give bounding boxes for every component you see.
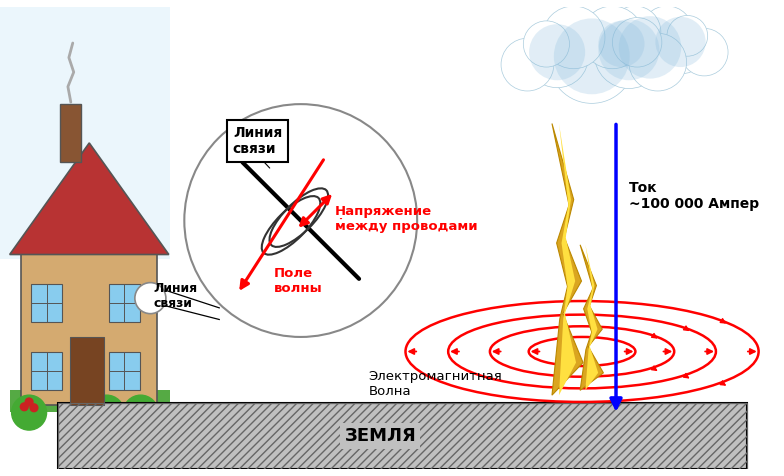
Circle shape	[529, 24, 585, 80]
Bar	[31, 284, 62, 322]
Circle shape	[184, 104, 417, 337]
Text: Электромагнитная
Волна: Электромагнитная Волна	[368, 369, 503, 397]
Bar	[70, 337, 103, 405]
Circle shape	[629, 33, 687, 91]
Circle shape	[667, 15, 708, 56]
Bar	[109, 351, 140, 390]
Circle shape	[615, 15, 685, 86]
Circle shape	[593, 18, 632, 56]
Circle shape	[135, 283, 166, 314]
Bar	[0, 7, 170, 259]
Circle shape	[25, 398, 33, 406]
Circle shape	[581, 6, 644, 69]
Circle shape	[107, 403, 115, 411]
Circle shape	[641, 6, 693, 58]
Polygon shape	[586, 245, 598, 390]
Text: ЗЕМЛЯ: ЗЕМЛЯ	[344, 427, 416, 445]
Circle shape	[594, 19, 663, 89]
Bar	[60, 104, 82, 162]
Circle shape	[619, 16, 681, 79]
Bar	[58, 403, 747, 469]
Bar	[21, 255, 157, 405]
Bar	[109, 284, 140, 322]
Circle shape	[132, 403, 140, 411]
Circle shape	[523, 21, 569, 67]
Circle shape	[596, 21, 648, 73]
Circle shape	[543, 6, 605, 69]
Circle shape	[142, 404, 150, 412]
Polygon shape	[9, 143, 169, 255]
Bar	[58, 403, 747, 469]
Polygon shape	[580, 245, 604, 390]
Circle shape	[554, 19, 630, 94]
Text: Линия
связи: Линия связи	[233, 126, 282, 156]
Circle shape	[89, 395, 124, 430]
Circle shape	[575, 32, 619, 76]
Circle shape	[98, 403, 106, 411]
Bar	[31, 351, 62, 390]
Circle shape	[549, 18, 634, 103]
Circle shape	[501, 38, 554, 91]
Circle shape	[598, 21, 644, 67]
Text: Напряжение
между проводами: Напряжение между проводами	[335, 205, 477, 233]
Circle shape	[609, 6, 661, 58]
Bar	[9, 390, 170, 412]
Polygon shape	[559, 124, 576, 395]
Text: Поле
волны: Поле волны	[274, 267, 322, 295]
Circle shape	[30, 404, 38, 412]
Circle shape	[598, 19, 659, 80]
Circle shape	[526, 25, 589, 88]
Circle shape	[123, 395, 158, 430]
Circle shape	[20, 403, 28, 411]
Text: Ток
~100 000 Ампер: Ток ~100 000 Ампер	[629, 181, 759, 211]
Polygon shape	[552, 124, 583, 395]
Circle shape	[12, 395, 46, 430]
Circle shape	[655, 17, 706, 67]
Circle shape	[652, 17, 709, 74]
Circle shape	[612, 18, 662, 67]
Circle shape	[681, 29, 728, 76]
Text: Линия
связи: Линия связи	[154, 282, 198, 310]
